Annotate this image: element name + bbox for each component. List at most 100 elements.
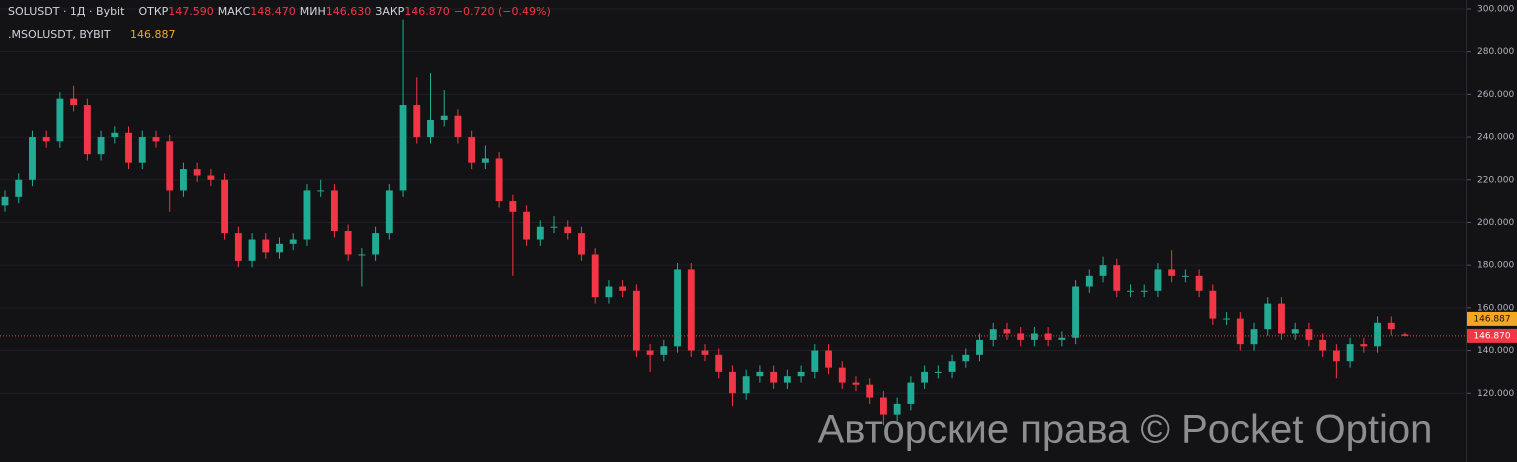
candle-body — [825, 350, 832, 368]
y-tick-label: 220.000 — [1477, 175, 1514, 185]
y-tick-label: 260.000 — [1477, 90, 1514, 100]
candle-body — [797, 371, 805, 377]
candle-body — [262, 239, 270, 253]
candle-body — [372, 233, 380, 255]
candle-body — [509, 201, 517, 212]
y-tick-label: 160.000 — [1477, 303, 1514, 313]
ohlc-value: 148.470 — [250, 5, 296, 18]
candle-body — [1099, 265, 1107, 276]
candle-body — [838, 367, 846, 383]
candle-body — [276, 243, 283, 253]
candle-body — [303, 190, 311, 240]
candle-body — [1140, 290, 1148, 292]
candle-body — [989, 329, 997, 340]
candle-body — [42, 137, 50, 142]
candle-body — [97, 137, 105, 155]
candle-body — [948, 361, 956, 372]
candle-body — [1030, 333, 1038, 340]
candle-body — [1332, 350, 1340, 362]
candle-body — [1250, 329, 1258, 345]
indicator-price-box — [1467, 311, 1517, 326]
indicator-value: 146.887 — [130, 28, 176, 41]
change: −0.720 (−0.49%) — [454, 5, 551, 18]
candle-body — [1113, 265, 1121, 291]
candle-body — [1003, 329, 1011, 334]
candle-body — [1154, 269, 1162, 291]
candle-body — [893, 403, 901, 415]
candle-body — [207, 175, 215, 180]
candle-body — [742, 376, 750, 394]
candle-body — [1291, 329, 1299, 334]
candle-body — [536, 226, 544, 240]
last-price-label: 146.870 — [1473, 331, 1510, 341]
candle-body — [111, 132, 119, 138]
candle-body — [125, 132, 132, 163]
candle-body — [344, 231, 352, 255]
indicator-price-label: 146.887 — [1473, 314, 1510, 324]
candle-body — [646, 350, 654, 355]
candle-body — [591, 254, 599, 298]
candle-body — [934, 371, 942, 373]
candle-body — [605, 286, 613, 298]
candle-body — [962, 354, 970, 362]
candle-body — [687, 269, 695, 351]
candle-body — [619, 286, 627, 291]
ohlc-label: МАКС — [218, 5, 251, 18]
candle-body — [180, 169, 187, 191]
candle-body — [481, 158, 489, 163]
candle-body — [166, 141, 174, 191]
ohlc-value: 147.590 — [168, 5, 214, 18]
candle-body — [1264, 303, 1272, 330]
candle-body — [221, 179, 229, 234]
y-tick-label: 140.000 — [1477, 346, 1514, 356]
candle-body — [1085, 275, 1093, 287]
candle-body — [83, 105, 91, 155]
candle-body — [1319, 339, 1327, 351]
ohlc-label: ЗАКР — [375, 5, 404, 18]
candle-body — [1, 196, 9, 206]
candle-body — [1127, 290, 1134, 292]
y-tick-label: 200.000 — [1477, 218, 1514, 228]
candle-body — [770, 371, 778, 383]
candle-body — [660, 346, 668, 355]
candle-body — [413, 105, 421, 138]
candle-body — [358, 254, 366, 256]
candle-body — [427, 119, 434, 138]
candle-body — [1236, 318, 1244, 345]
candle-body — [495, 158, 503, 202]
candle-body — [1401, 334, 1409, 336]
ohlc-value: 146.630 — [326, 5, 372, 18]
candle-body — [1058, 337, 1066, 340]
candle-body — [1181, 275, 1189, 277]
y-tick-label: 120.000 — [1477, 389, 1514, 399]
symbol-line: SOLUSDT · 1Д · Bybit ОТКР147.590 МАКС148.4… — [8, 5, 551, 18]
candle-body — [783, 376, 791, 383]
candle-body — [1044, 333, 1052, 340]
last-price-box — [1467, 328, 1517, 343]
candle-body — [152, 137, 160, 142]
price-axis: 120.000 140.000 160.000 180.000 200.000 220.0… — [1467, 4, 1517, 399]
candle-body — [523, 211, 530, 240]
candle-body — [440, 115, 448, 120]
candle-body — [70, 98, 78, 106]
candle-body — [715, 354, 723, 372]
candle-body — [1195, 275, 1203, 291]
candle-body — [317, 190, 325, 192]
candle-body — [15, 179, 23, 197]
candle-body — [756, 371, 764, 377]
candle-body — [1223, 318, 1230, 320]
indicator-name: .MSOLUSDT, BYBIT — [8, 28, 111, 41]
candle-body — [550, 226, 558, 228]
candle-body — [1360, 344, 1368, 347]
candle-body — [578, 233, 585, 255]
candle-body — [976, 339, 983, 355]
symbol: SOLUSDT · 1Д · Bybit — [8, 5, 125, 18]
candle-body — [385, 190, 393, 234]
ohlc-label: ОТКР — [138, 5, 168, 18]
candle-body — [852, 382, 860, 385]
watermark: Авторские права © Pocket Option — [818, 408, 1433, 452]
candle-body — [248, 239, 256, 261]
candle-body — [454, 115, 462, 138]
